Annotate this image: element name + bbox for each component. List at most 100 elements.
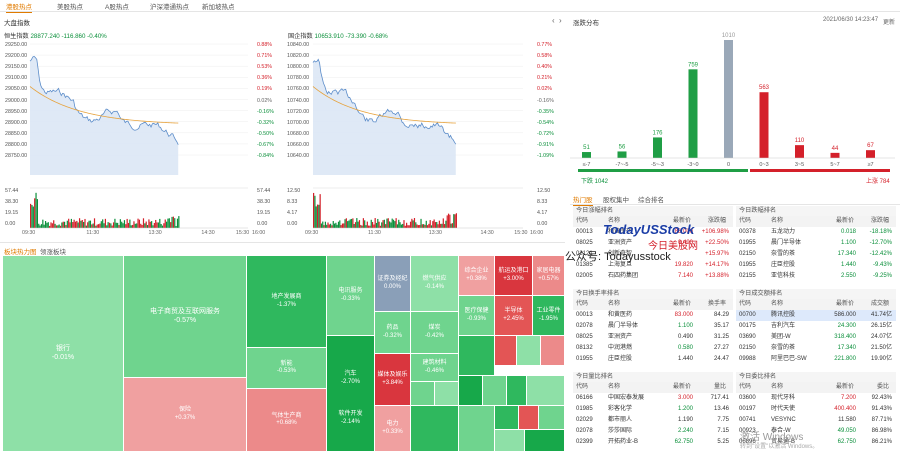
hsi-intraday-chart[interactable] — [29, 40, 248, 235]
heatmap-cell[interactable]: 家居电器 +0.57% — [533, 256, 565, 296]
table-row[interactable]: 08025 亚洲资产 0.490 31.25 — [573, 332, 733, 343]
heatmap-cell[interactable]: 煤炭 -0.42% — [411, 312, 459, 354]
heatmap-cell[interactable] — [519, 406, 539, 430]
table-row[interactable]: 00741 VESYNC 11.580 87.71% — [736, 415, 896, 426]
tab-heatmap[interactable]: 板块热力图 — [4, 246, 37, 258]
heatmap-cell[interactable]: 药品 -0.32% — [375, 312, 411, 354]
hsi-price: 28877.240 — [30, 33, 60, 40]
heatmap-cell[interactable] — [411, 382, 435, 406]
table-row[interactable]: 00175 吉利汽车 24.300 26.15亿 — [736, 321, 896, 332]
table-row[interactable]: 03690 美团-W 318.400 24.07亿 — [736, 332, 896, 343]
heatmap-cell[interactable] — [459, 406, 495, 452]
table-row[interactable]: 00013 和黄医药 83.000 +106.98% — [573, 227, 733, 238]
table-cell: 00197 — [739, 406, 756, 412]
table-row[interactable]: 08132 中润港燃 0.580 27.27 — [573, 343, 733, 354]
tab-hk-hot[interactable]: 港股热点 — [6, 1, 32, 13]
table-cell: 17.340 — [837, 251, 856, 257]
heatmap-cell[interactable] — [459, 336, 495, 376]
table-row[interactable]: 06166 中国宏泰发展 3.000 717.41 — [573, 393, 733, 404]
table-row[interactable]: 02399 开拓药业-B 62.750 5.25 — [573, 437, 733, 448]
hscei-intraday-chart[interactable] — [312, 40, 523, 235]
table-row[interactable]: 08025 亚洲资产 0.490 +22.50% — [573, 238, 733, 249]
heatmap-cell[interactable] — [483, 376, 507, 406]
heatmap-cell[interactable]: 电讯服务 -0.33% — [327, 256, 375, 336]
heatmap-cell[interactable] — [527, 376, 565, 406]
table-row[interactable]: 02121 创新奇智 +15.97% — [573, 249, 733, 260]
tab-connect-hot[interactable]: 沪深港通热点 — [150, 4, 189, 11]
heatmap-sector-pct: -2.14% — [340, 418, 360, 425]
heatmap-cell[interactable]: 媒体及娱乐 +3.84% — [375, 354, 411, 406]
heatmap-cell[interactable]: 燃气供应 -0.14% — [411, 256, 459, 312]
heatmap-cell[interactable]: 银行 -0.01% — [3, 256, 124, 452]
table-row[interactable]: 02029 都市丽人 1.190 7.75 — [573, 415, 733, 426]
table-row[interactable]: 01955 晨门半导体 1.100 -12.70% — [736, 238, 896, 249]
heatmap-cell[interactable] — [495, 336, 517, 366]
heatmap-cell[interactable] — [541, 336, 565, 366]
volume-bar — [111, 225, 113, 228]
table-row[interactable]: 02150 奈雪的茶 17.340 -12.42% — [736, 249, 896, 260]
heatmap-cell[interactable]: 航运及港口 +3.00% — [495, 256, 533, 296]
tab-us-hot[interactable]: 美股热点 — [57, 4, 83, 11]
heatmap-cell[interactable] — [539, 406, 565, 430]
heatmap-cell[interactable]: 气体生产商 +0.68% — [247, 389, 327, 452]
heatmap-cell[interactable]: 电力 +0.33% — [375, 406, 411, 452]
heatmap-cell[interactable]: 地产发展商 -1.37% — [247, 256, 327, 348]
tab-leading-sectors[interactable]: 领涨板块 — [40, 249, 66, 256]
heatmap-cell[interactable] — [435, 382, 459, 406]
heatmap-cell[interactable]: 综合企业 +0.38% — [459, 256, 495, 296]
heatmap-cell[interactable]: 工业零件 -1.95% — [533, 296, 565, 336]
table-row[interactable]: 01955 庄臣控股 1.440 24.47 — [573, 354, 733, 365]
table-row[interactable]: 02078 莎莎国际 2.240 7.15 — [573, 426, 733, 437]
table-row[interactable]: 06896 贸易通-B 62.750 86.21% — [736, 437, 896, 448]
heatmap-cell[interactable] — [459, 376, 483, 406]
refresh-button[interactable]: 更新 — [883, 20, 896, 26]
volume-bar — [163, 223, 165, 228]
heatmap-cell[interactable] — [525, 430, 565, 452]
table-row[interactable]: 02005 石四药集团 7.140 +13.88% — [573, 271, 733, 282]
tab-a-hot[interactable]: A股热点 — [105, 4, 129, 11]
tab-sg-hot[interactable]: 新加坡热点 — [202, 4, 235, 11]
heatmap-cell[interactable]: 新能 -0.53% — [247, 348, 327, 389]
heatmap-cell[interactable]: 电子商贸及互联网服务 -0.57% — [124, 256, 247, 378]
volume-bar — [337, 221, 340, 228]
chevron-right-icon[interactable]: › — [559, 16, 562, 25]
heatmap-cell[interactable] — [517, 336, 541, 366]
hsi-header[interactable]: 恒生指数 28877.240 -116.860 -0.40% — [4, 31, 107, 40]
table-row[interactable]: 00700 腾讯控股 586.000 41.74亿 — [736, 310, 896, 321]
tab-hot-stocks[interactable]: 热门股 — [573, 194, 593, 206]
volume-bar — [36, 199, 38, 228]
heatmap-cell[interactable]: 保险 +0.37% — [124, 378, 247, 452]
table-row[interactable]: 03600 现代牙科 7.200 92.43% — [736, 393, 896, 404]
table-row[interactable]: 00378 五龙动力 0.018 -18.18% — [736, 227, 896, 238]
heatmap-cell[interactable]: 证券及经纪 0.00% — [375, 256, 411, 312]
volume-axis-label: 12.50 — [537, 188, 551, 194]
tab-concentration[interactable]: 股权集中 — [603, 197, 629, 204]
table-row[interactable]: 02155 亚信科技 2.550 -9.25% — [736, 271, 896, 282]
table-row[interactable]: 02078 晨门半导体 1.100 35.17 — [573, 321, 733, 332]
heatmap-cell[interactable]: 建筑材料 -0.46% — [411, 354, 459, 382]
volume-bar — [159, 218, 161, 228]
table-row[interactable]: 00923 泰合-W 49.050 86.98% — [736, 426, 896, 437]
heatmap-sector-name: 电子商贸及互联网服务 — [150, 307, 220, 315]
heatmap-cell[interactable]: 半导体 +2.45% — [495, 296, 533, 336]
volume-bar — [39, 225, 41, 228]
heatmap-cell[interactable] — [495, 406, 519, 430]
table-row[interactable]: 01955 庄臣控股 1.440 -9.43% — [736, 260, 896, 271]
hscei-header[interactable]: 国企指数 10653.910 -73.390 -0.68% — [288, 31, 388, 40]
column-header: 名称 — [771, 384, 784, 390]
heatmap-cell[interactable] — [411, 406, 459, 452]
heatmap-cell[interactable] — [495, 430, 525, 452]
table-row[interactable]: 00197 时代天使 400.400 91.43% — [736, 404, 896, 415]
heatmap-cell[interactable]: 软件开发 -2.14% — [327, 386, 375, 452]
tab-overall-rank[interactable]: 综合排名 — [638, 197, 664, 204]
heatmap-cell[interactable] — [507, 376, 527, 406]
heatmap-cell[interactable]: 医疗保健 -0.93% — [459, 296, 495, 336]
table-row[interactable]: 09988 阿里巴巴-SW 221.800 19.90亿 — [736, 354, 896, 365]
table-row[interactable]: 01985 彩客化学 1.200 13.46 — [573, 404, 733, 415]
table-row[interactable]: 01385 上海复旦 19.820 +14.17% — [573, 260, 733, 271]
table-row[interactable]: 00013 和黄医药 83.000 84.29 — [573, 310, 733, 321]
chevron-left-icon[interactable]: ‹ — [552, 16, 555, 25]
distribution-title: 涨跌分布 — [573, 20, 599, 27]
volume-bar — [117, 222, 119, 228]
table-row[interactable]: 02150 奈雪的茶 17.340 21.50亿 — [736, 343, 896, 354]
